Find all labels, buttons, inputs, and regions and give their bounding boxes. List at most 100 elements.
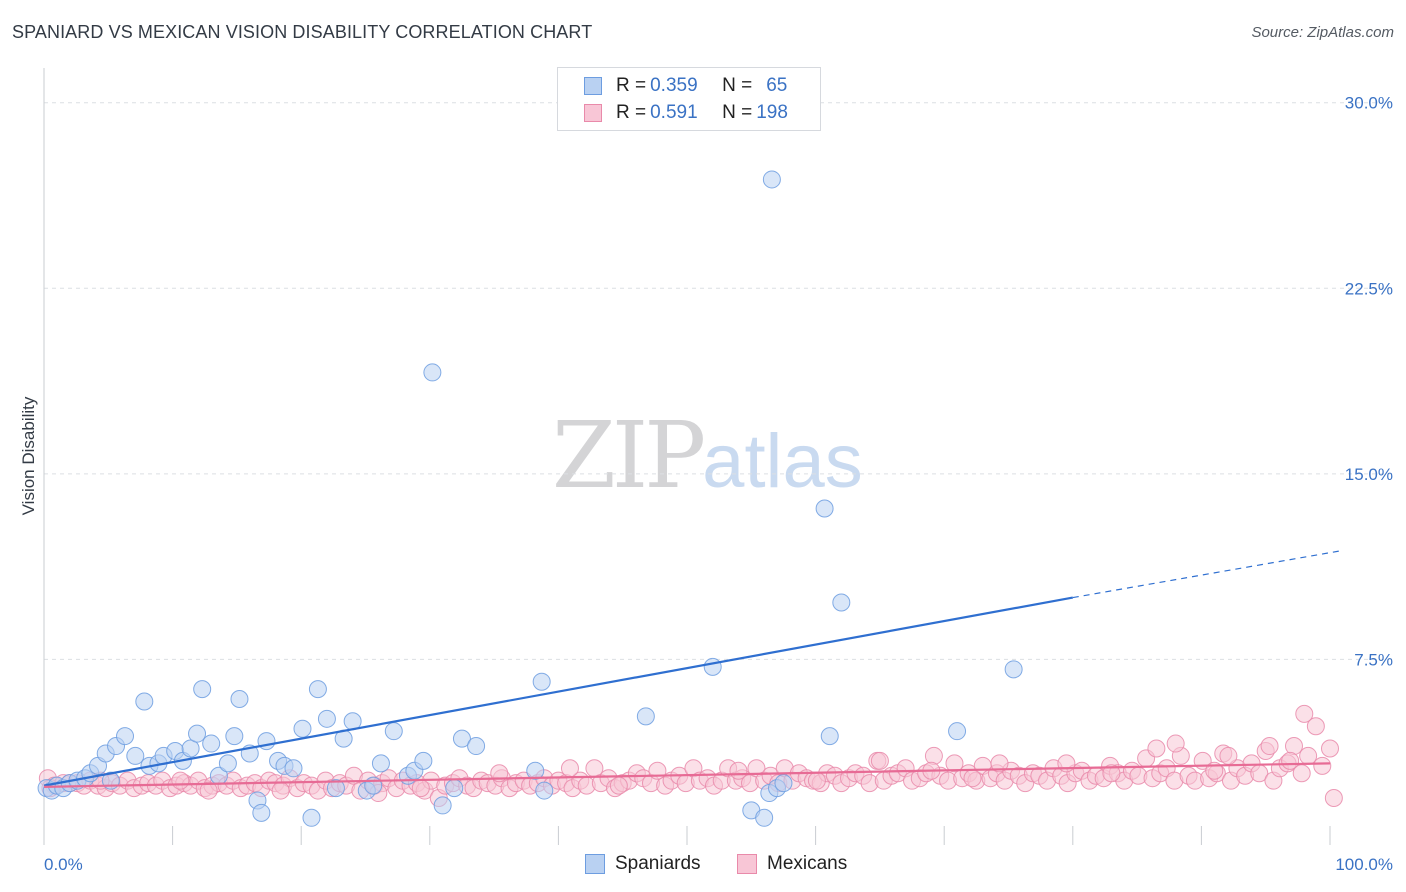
spaniards-trend-line	[43, 596, 1073, 787]
spaniards-point	[188, 724, 207, 743]
mexicans-point	[1313, 756, 1332, 775]
y-tick-label: 7.5%	[1354, 650, 1393, 669]
mexicans-point	[1102, 764, 1121, 783]
x-tick-label: 0.0%	[44, 855, 83, 874]
mexicans-point	[1166, 734, 1185, 753]
spaniards-point	[423, 363, 442, 382]
mexicans-point	[990, 754, 1009, 773]
legend-r-value: 0.591	[650, 102, 698, 123]
spaniards-trend-extension	[1072, 549, 1343, 599]
spaniards-point	[284, 759, 303, 778]
series-label-spaniards: Spaniards	[615, 853, 701, 874]
spaniards-point	[135, 692, 154, 711]
spaniards-point	[1004, 660, 1023, 679]
y-tick-label: 22.5%	[1345, 279, 1393, 298]
spaniards-point	[371, 754, 390, 773]
series-legend-spaniards[interactable]: Spaniards	[585, 851, 701, 877]
spaniards-point	[832, 593, 851, 612]
spaniards-point	[181, 739, 200, 758]
watermark-zip: ZIP	[552, 402, 706, 509]
mexicans-point	[1306, 717, 1325, 736]
legend-swatch-spaniards	[584, 77, 602, 95]
spaniards-point	[762, 170, 781, 189]
mexicans-point	[870, 751, 889, 770]
spaniards-point	[326, 779, 345, 798]
trend-lines	[43, 549, 1343, 788]
mexicans-point	[1284, 737, 1303, 756]
spaniards-point	[384, 722, 403, 741]
mexicans-point	[171, 771, 190, 790]
grid-lines	[44, 102, 1393, 660]
spaniards-point	[755, 808, 774, 827]
spaniards-point	[414, 751, 433, 770]
spaniards-points	[37, 170, 1023, 827]
mexicans-point	[924, 746, 943, 765]
mexicans-point	[1299, 746, 1318, 765]
series-swatch-mexicans	[737, 854, 757, 874]
y-tick-label: 30.0%	[1345, 94, 1393, 113]
spaniards-point	[636, 707, 655, 726]
mexicans-point	[729, 761, 748, 780]
spaniards-point	[252, 803, 271, 822]
spaniards-point	[218, 754, 237, 773]
x-tick-label: 100.0%	[1335, 855, 1393, 874]
spaniards-point	[535, 781, 554, 800]
spaniards-point	[225, 727, 244, 746]
mexicans-point	[963, 769, 982, 788]
correlation-legend: R = 0.359 N = 65 R = 0.591 N = 198	[557, 67, 821, 131]
spaniards-point	[452, 729, 471, 748]
spaniards-point	[116, 727, 135, 746]
legend-swatch-mexicans	[584, 104, 602, 122]
mexicans-point	[1219, 746, 1238, 765]
legend-n-label: N =	[722, 102, 753, 123]
mexicans-point	[560, 759, 579, 778]
mexicans-trend-line	[43, 762, 1331, 788]
legend-n-label: N =	[722, 75, 753, 96]
mexicans-point	[411, 779, 430, 798]
spaniards-point	[948, 722, 967, 741]
spaniards-point	[526, 761, 545, 780]
mexicans-point	[807, 771, 826, 790]
spaniards-point	[433, 796, 452, 815]
legend-n-value: 65	[766, 75, 788, 96]
spaniards-point	[532, 672, 551, 691]
spaniards-point	[445, 779, 464, 798]
spaniards-point	[302, 808, 321, 827]
legend-r-label: R =	[616, 102, 647, 123]
spaniards-point	[293, 719, 312, 738]
spaniards-point	[820, 727, 839, 746]
spaniards-point	[202, 734, 221, 753]
spaniards-point	[126, 746, 145, 765]
mexicans-point	[1321, 739, 1339, 758]
legend-row-spaniards: R = 0.359 N = 65	[584, 74, 787, 98]
series-swatch-spaniards	[585, 854, 605, 874]
axes	[43, 68, 1331, 845]
y-axis-title: Vision Disability	[19, 396, 38, 515]
series-label-mexicans: Mexicans	[767, 853, 848, 874]
mexicans-point	[1324, 788, 1343, 807]
mexicans-point	[1260, 737, 1279, 756]
spaniards-point	[774, 774, 793, 793]
spaniards-point	[193, 680, 212, 699]
legend-r-label: R =	[616, 75, 647, 96]
watermark: ZIPatlas	[552, 402, 863, 509]
spaniards-point	[467, 737, 486, 756]
legend-n-value: 198	[756, 102, 788, 123]
spaniards-point	[230, 690, 249, 709]
y-tick-label: 15.0%	[1345, 465, 1393, 484]
legend-row-mexicans: R = 0.591 N = 198	[584, 101, 788, 125]
spaniards-point	[308, 680, 327, 699]
mexicans-point	[1295, 704, 1314, 723]
series-legend-mexicans[interactable]: Mexicans	[737, 851, 847, 877]
watermark-atlas: atlas	[702, 419, 863, 504]
mexicans-point	[609, 776, 628, 795]
mexicans-point	[271, 781, 290, 800]
spaniards-point	[317, 709, 336, 728]
source-label: Source: ZipAtlas.com	[1251, 24, 1394, 41]
mexicans-point	[1281, 751, 1300, 770]
axis-labels: 7.5% 15.0% 22.5% 30.0% 0.0% 100.0% Vision Disa…	[19, 94, 1393, 874]
mexicans-points	[38, 704, 1343, 807]
mexicans-point	[1147, 739, 1166, 758]
spaniards-point	[815, 499, 834, 518]
